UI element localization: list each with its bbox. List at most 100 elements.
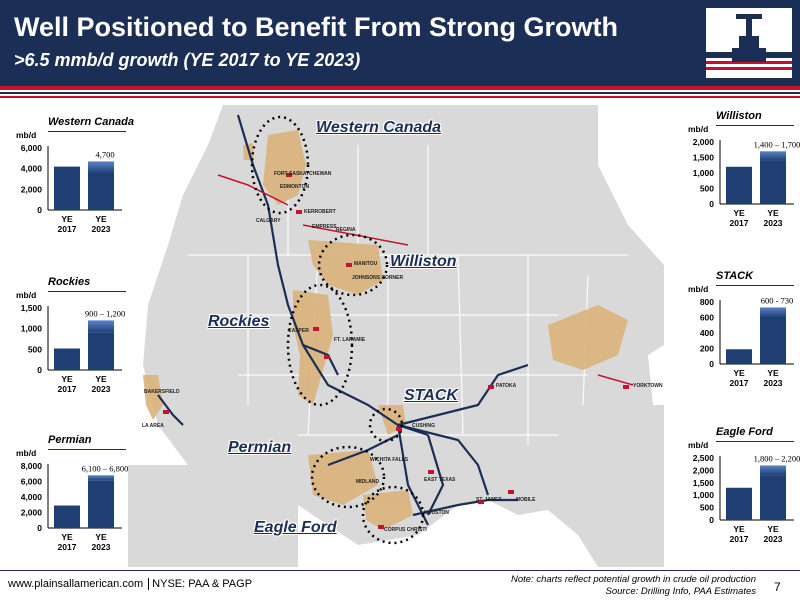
y-axis-label: mb/d bbox=[688, 440, 708, 450]
x-tick-label: YE bbox=[767, 208, 779, 218]
x-tick-label: YE bbox=[61, 374, 73, 384]
x-tick-label: 2023 bbox=[764, 534, 783, 544]
city-label: REGINA bbox=[336, 227, 356, 233]
y-tick-label: 1,000 bbox=[693, 168, 715, 178]
bar-2023 bbox=[88, 480, 114, 528]
bar-2023 bbox=[760, 160, 786, 204]
y-tick-label: 1,500 bbox=[693, 153, 715, 163]
x-tick-label: YE bbox=[733, 524, 745, 534]
chart-rockies: Rockies mb/d 1,500 1,000 500 0 YE 2017 YE 2023 90… bbox=[0, 272, 128, 407]
city-label: KERROBERT bbox=[304, 209, 336, 215]
y-tick-label: 1,000 bbox=[21, 324, 43, 334]
region-label-permian: Permian bbox=[228, 439, 292, 456]
y-tick-label: 500 bbox=[700, 503, 714, 513]
x-tick-label: 2017 bbox=[730, 218, 749, 228]
bar-2017 bbox=[54, 505, 80, 528]
y-axis-label: mb/d bbox=[688, 284, 708, 294]
y-tick-label: 6,000 bbox=[21, 477, 43, 487]
header-red-stripe-thin bbox=[0, 96, 800, 98]
y-tick-label: 2,000 bbox=[693, 137, 715, 147]
chart-title: Williston bbox=[716, 110, 762, 122]
x-tick-label: YE bbox=[733, 368, 745, 378]
x-tick-label: 2023 bbox=[764, 378, 783, 388]
y-tick-label: 2,000 bbox=[21, 508, 43, 518]
bar-2023 bbox=[88, 332, 114, 370]
bar-2023-range bbox=[760, 307, 786, 318]
title-underline bbox=[716, 441, 794, 442]
y-tick-label: 2,000 bbox=[21, 184, 43, 194]
website-link[interactable]: www.plainsallamerican.com bbox=[8, 578, 144, 590]
y-tick-label: 4,000 bbox=[21, 164, 43, 174]
title-underline bbox=[48, 131, 126, 132]
y-tick-label: 2,500 bbox=[693, 453, 715, 463]
header-red-stripe bbox=[0, 86, 800, 90]
chart-title: Rockies bbox=[48, 276, 91, 288]
bar-2017 bbox=[726, 349, 752, 364]
city-label: MOBILE bbox=[516, 497, 536, 503]
bar-chart: mb/d8,0006,0004,0002,0000YE2017YE20236,1… bbox=[16, 448, 129, 552]
bar-2017 bbox=[726, 166, 752, 204]
bar-2023 bbox=[760, 475, 786, 520]
data-label: 4,700 bbox=[95, 149, 114, 159]
x-tick-label: 2017 bbox=[730, 378, 749, 388]
pipeline-valve-icon bbox=[706, 14, 792, 70]
y-tick-label: 1,000 bbox=[693, 490, 715, 500]
y-tick-label: 8,000 bbox=[21, 461, 43, 471]
chart-title: STACK bbox=[716, 270, 754, 282]
city-label: MANITOU bbox=[354, 261, 378, 267]
data-label: 1,800 – 2,200 bbox=[754, 453, 800, 463]
chart-stack: STACK mb/d 800 600 400 200 0 YE 2017 YE 2023 600 -… bbox=[672, 266, 800, 401]
chart-permian: Permian mb/d 8,000 6,000 4,000 2,000 0 YE 2017 Y… bbox=[0, 430, 128, 565]
footer-url[interactable]: www.plainsallamerican.com NYSE: PAA & PA… bbox=[8, 578, 253, 590]
chart-title: Eagle Ford bbox=[716, 426, 773, 438]
city-label: CUSHING bbox=[412, 423, 436, 429]
x-tick-label: 2017 bbox=[58, 542, 77, 552]
y-tick-label: 1,500 bbox=[693, 478, 715, 488]
chart-title: Permian bbox=[48, 434, 92, 446]
page-number: 7 bbox=[774, 580, 781, 594]
city-label: ST. JAMES bbox=[476, 497, 502, 503]
x-tick-label: 2017 bbox=[58, 224, 77, 234]
x-tick-label: 2017 bbox=[58, 384, 77, 394]
x-tick-label: 2023 bbox=[92, 542, 111, 552]
bar-2017 bbox=[726, 487, 752, 520]
city-label: EMPRESS bbox=[312, 224, 337, 230]
title-underline bbox=[48, 291, 126, 292]
bar-2023-range bbox=[760, 151, 786, 161]
city-label: WICHITA FALLS bbox=[370, 457, 409, 463]
y-tick-label: 4,000 bbox=[21, 492, 43, 502]
city-label: FORT SASKATCHEWAN bbox=[274, 171, 332, 177]
y-tick-label: 400 bbox=[700, 328, 714, 338]
y-tick-label: 500 bbox=[700, 184, 714, 194]
data-label: 1,400 – 1,700 bbox=[754, 139, 800, 149]
city-label: CORPUS CHRISTI bbox=[384, 527, 427, 533]
city-label: BAKERSFIELD bbox=[144, 389, 180, 395]
data-label: 900 – 1,200 bbox=[85, 308, 125, 318]
header-banner: Well Positioned to Benefit From Strong G… bbox=[0, 0, 800, 86]
city-label: CALGARY bbox=[256, 218, 281, 224]
city-label: YORKTOWN bbox=[633, 383, 663, 389]
region-label-williston: Williston bbox=[390, 253, 457, 270]
x-tick-label: YE bbox=[95, 214, 107, 224]
x-tick-label: YE bbox=[95, 532, 107, 542]
y-tick-label: 0 bbox=[709, 199, 714, 209]
x-tick-label: 2023 bbox=[764, 218, 783, 228]
chart-western-canada: Western Canada mb/d 6,000 4,000 2,000 0 YE 201… bbox=[0, 112, 134, 247]
x-tick-label: YE bbox=[61, 214, 73, 224]
page-title: Well Positioned to Benefit From Strong G… bbox=[14, 12, 618, 42]
region-label-rockies: Rockies bbox=[208, 313, 270, 330]
chart-williston: Williston mb/d 2,000 1,500 1,000 500 0 YE 2017 Y… bbox=[672, 106, 800, 241]
page-subtitle: >6.5 mmb/d growth (YE 2017 to YE 2023) bbox=[14, 50, 361, 70]
x-tick-label: YE bbox=[61, 532, 73, 542]
footer-divider bbox=[0, 570, 800, 571]
bar-2023-range bbox=[88, 320, 114, 333]
data-label: 600 - 730 bbox=[761, 295, 794, 305]
data-label: 6,100 – 6,800 bbox=[82, 463, 129, 473]
region-label-western-canada: Western Canada bbox=[316, 119, 442, 136]
bar-2023 bbox=[88, 161, 114, 210]
city-label: EAST TEXAS bbox=[424, 477, 456, 483]
pipeline-map: Western Canada Williston Rockies STACK P… bbox=[128, 105, 664, 567]
